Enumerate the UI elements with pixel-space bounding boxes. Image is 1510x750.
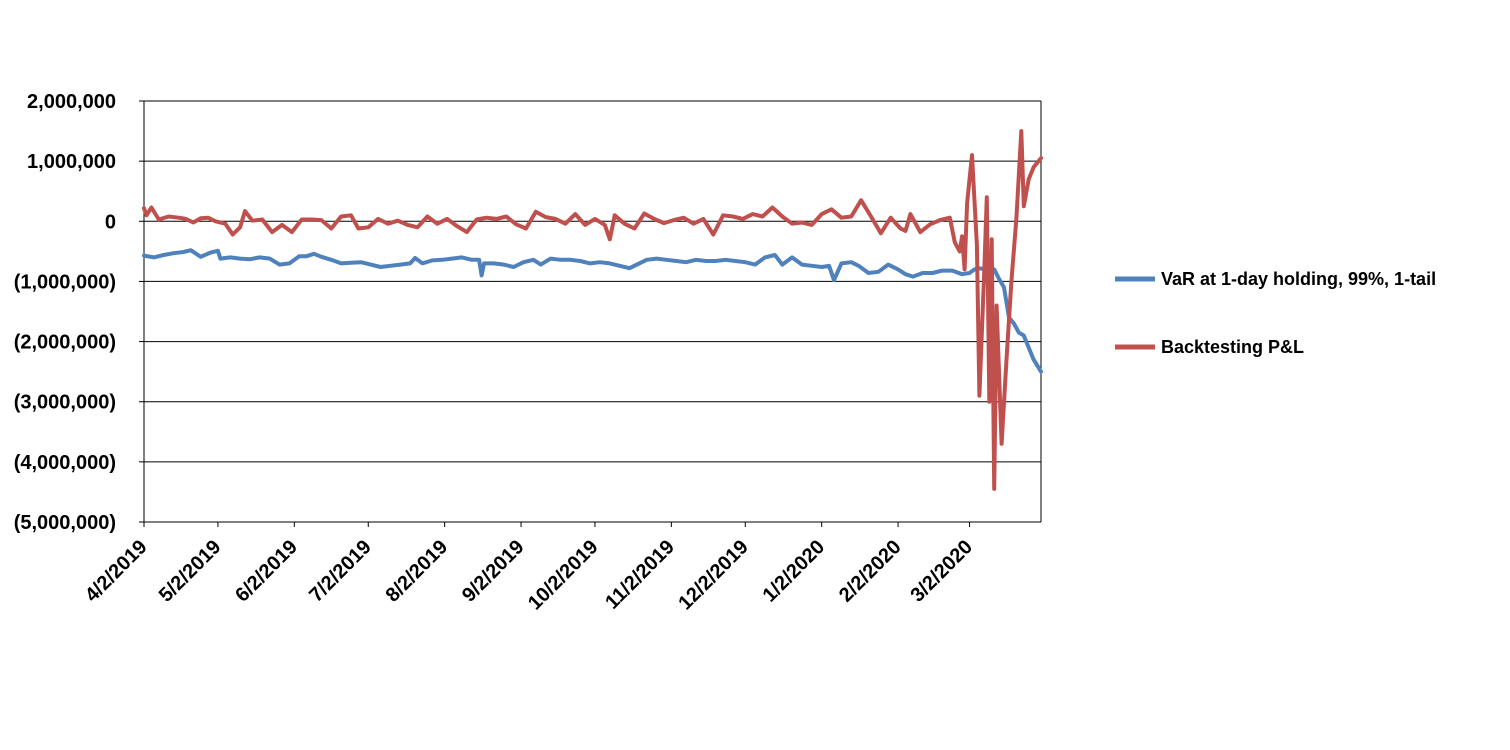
legend-label-pnl: Backtesting P&L — [1161, 337, 1304, 357]
x-tick-label: 2/2/2020 — [835, 536, 906, 607]
horizontal-gridlines — [144, 100, 1041, 523]
y-tick-label: (1,000,000) — [14, 271, 116, 293]
y-tick-label: (3,000,000) — [14, 392, 116, 414]
y-tick-label: 0 — [105, 211, 116, 233]
series-line-var — [142, 248, 1043, 374]
x-tick-label: 1/2/2020 — [759, 536, 830, 607]
x-tick-label: 11/2/2019 — [601, 536, 679, 614]
x-tick-label: 3/2/2020 — [906, 536, 977, 607]
plot-area-border — [143, 101, 1042, 523]
y-tick-label: (5,000,000) — [14, 512, 116, 534]
y-axis-ticks: 2,000,000 1,000,000 0 (1,000,000) (2,000,000… — [14, 91, 144, 534]
y-tick-label: (2,000,000) — [14, 332, 116, 354]
y-tick-label: 2,000,000 — [27, 91, 116, 113]
x-tick-label: 4/2/2019 — [81, 536, 152, 607]
x-tick-label: 6/2/2019 — [231, 536, 302, 607]
x-tick-label: 7/2/2019 — [305, 536, 376, 607]
x-tick-label: 8/2/2019 — [382, 536, 453, 607]
legend-entry-pnl: Backtesting P&L — [1115, 337, 1304, 357]
x-tick-label: 9/2/2019 — [458, 536, 529, 607]
legend: VaR at 1-day holding, 99%, 1-tail Backte… — [1115, 269, 1436, 357]
legend-entry-var: VaR at 1-day holding, 99%, 1-tail — [1115, 269, 1436, 289]
x-axis-ticks: 4/2/2019 5/2/2019 6/2/2019 7/2/2019 8/2/2019… — [81, 522, 977, 614]
y-tick-label: 1,000,000 — [27, 151, 116, 173]
series-line-backtesting-pnl — [142, 129, 1043, 491]
x-tick-label: 10/2/2019 — [524, 536, 602, 614]
legend-label-var: VaR at 1-day holding, 99%, 1-tail — [1161, 269, 1436, 289]
series-lines — [142, 129, 1043, 491]
y-tick-label: (4,000,000) — [14, 452, 116, 474]
x-tick-label: 12/2/2019 — [674, 536, 752, 614]
x-tick-label: 5/2/2019 — [155, 536, 226, 607]
